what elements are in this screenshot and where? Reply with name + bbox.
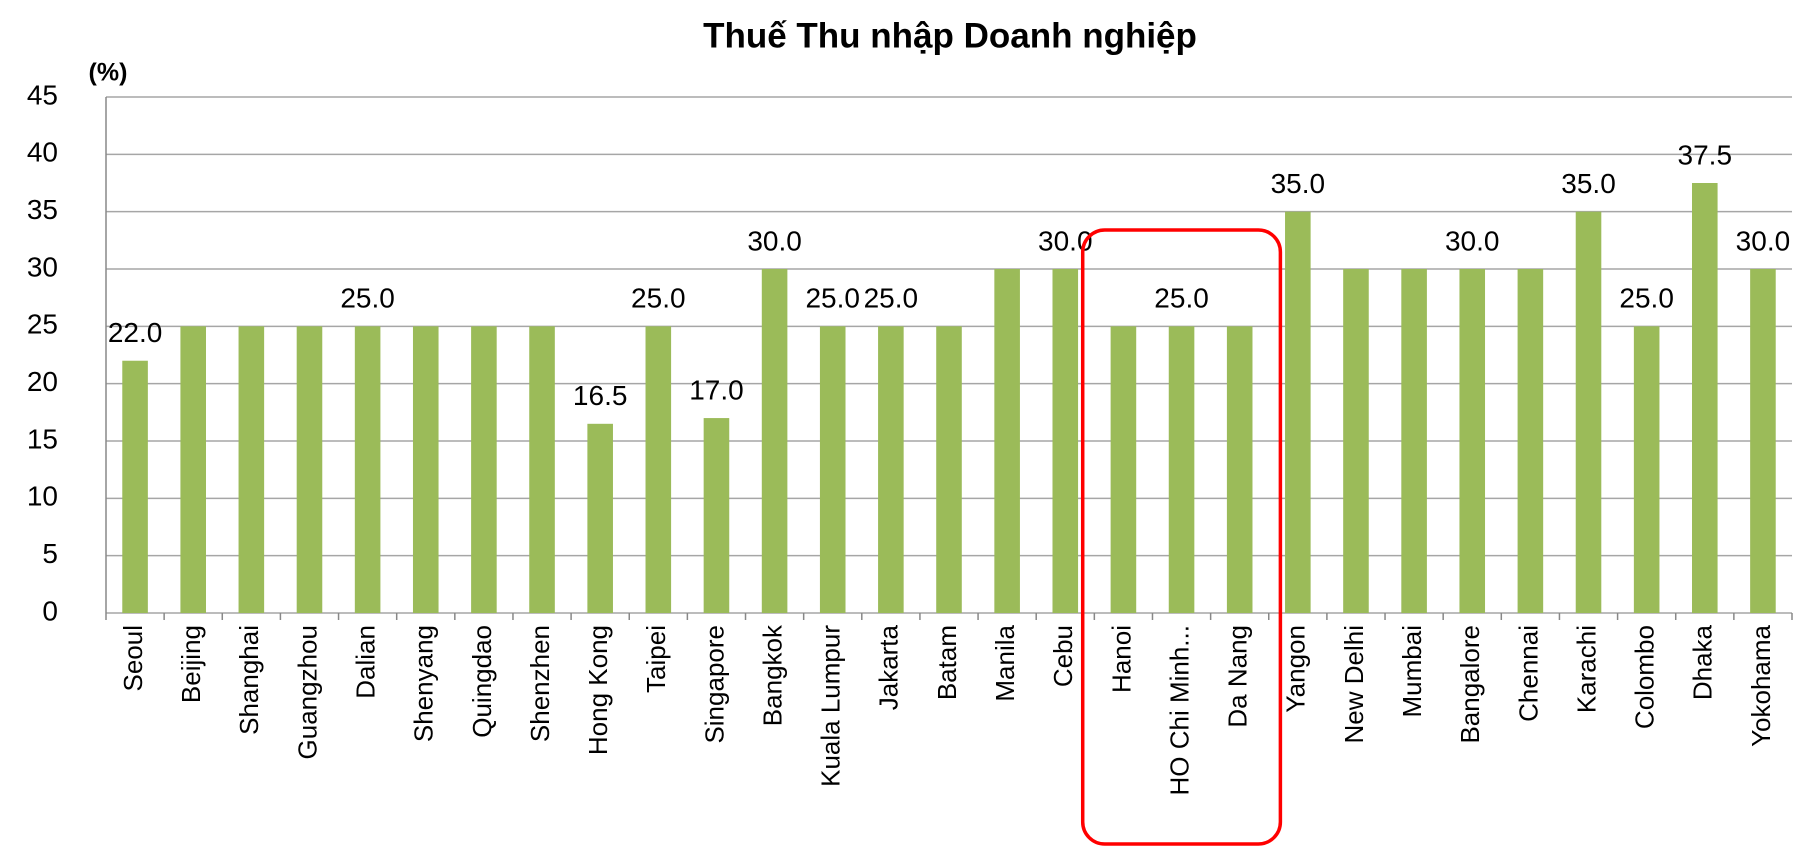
x-tick-label: Karachi <box>1571 625 1601 713</box>
x-tick-label: Shenyang <box>409 625 439 742</box>
bar <box>819 326 846 613</box>
data-label: 35.0 <box>1271 168 1326 199</box>
x-tick-label: Jakarta <box>874 624 904 710</box>
bar <box>703 418 730 613</box>
x-tick-label: Kuala Lumpur <box>816 625 846 787</box>
x-tick-label: Hanoi <box>1106 625 1136 693</box>
bar <box>587 423 613 613</box>
x-tick-label: Yangon <box>1281 625 1311 713</box>
x-tick-label: Yokohama <box>1746 624 1776 746</box>
bar <box>878 326 904 613</box>
x-tick-label: Manila <box>990 624 1020 701</box>
x-tick-label: Taipei <box>641 625 671 693</box>
bar <box>761 269 788 613</box>
bar <box>645 326 672 613</box>
x-tick-label: Quingdao <box>467 625 497 738</box>
highlight-box <box>1080 228 1283 846</box>
bar <box>1285 211 1311 613</box>
data-label: 16.5 <box>573 380 628 411</box>
bar <box>412 326 439 613</box>
x-tick-label: Chennai <box>1513 625 1543 722</box>
x-tick-label: Bangalore <box>1455 625 1485 744</box>
bar <box>529 326 555 613</box>
bar <box>1226 326 1253 613</box>
data-label: 30.0 <box>1736 225 1791 256</box>
x-tick-label: Dalian <box>350 625 380 699</box>
bar <box>1575 211 1602 613</box>
y-tick-label: 0 <box>42 595 58 626</box>
bar <box>354 326 381 613</box>
bar <box>994 269 1020 613</box>
bar <box>1110 326 1137 613</box>
bar <box>1343 269 1369 613</box>
bar <box>471 326 497 613</box>
x-tick-label: Beijing <box>176 625 206 703</box>
y-tick-label: 30 <box>27 251 58 282</box>
y-tick-label: 35 <box>27 194 58 225</box>
bar <box>1459 269 1486 613</box>
x-tick-label: Colombo <box>1630 625 1660 729</box>
x-tick-label: Mumbai <box>1397 625 1427 717</box>
bar <box>1692 183 1718 613</box>
y-tick-label: 40 <box>27 137 58 168</box>
data-label: 37.5 <box>1678 139 1733 170</box>
bar <box>238 326 265 613</box>
bar <box>1052 269 1079 613</box>
data-label: 25.0 <box>631 283 686 314</box>
data-label: 30.0 <box>1445 225 1500 256</box>
x-tick-label: Seoul <box>118 625 148 692</box>
bar <box>1401 269 1427 613</box>
bar <box>296 326 323 613</box>
data-label: 25.0 <box>340 283 395 314</box>
bar <box>180 326 206 613</box>
data-label: 25.0 <box>805 283 860 314</box>
x-tick-label: Bangkok <box>757 624 787 726</box>
x-tick-label: Cebu <box>1048 625 1078 687</box>
y-tick-label: 10 <box>27 481 58 512</box>
y-tick-label: 20 <box>27 366 58 397</box>
x-tick-label: Dhaka <box>1688 624 1718 700</box>
y-axis-label: (%) <box>89 59 128 87</box>
y-tick-label: 25 <box>27 309 58 340</box>
y-tick-label: 15 <box>27 423 58 454</box>
chart-title: Thuế Thu nhập Doanh nghiệp <box>703 16 1197 55</box>
data-label: 35.0 <box>1561 168 1616 199</box>
x-tick-label: Hong Kong <box>583 625 613 755</box>
x-tick-label: Shenzhen <box>525 625 555 742</box>
y-tick-label: 45 <box>27 79 58 110</box>
x-tick-label: New Delhi <box>1339 625 1369 744</box>
x-tick-label: HO Chi Minh... <box>1164 625 1194 796</box>
data-label: 17.0 <box>689 374 744 405</box>
data-label: 25.0 <box>864 283 919 314</box>
x-tick-label: Shanghai <box>234 625 264 735</box>
bar <box>1517 269 1544 613</box>
data-label: 25.0 <box>1619 283 1674 314</box>
data-label: 30.0 <box>747 225 802 256</box>
data-label: 22.0 <box>108 317 163 348</box>
x-tick-label: Batam <box>932 625 962 700</box>
x-tick-label: Guangzhou <box>292 625 322 759</box>
bar <box>936 326 962 613</box>
bar <box>1750 269 1776 613</box>
x-tick-label: Da Nang <box>1223 625 1253 728</box>
bar <box>1633 326 1660 613</box>
y-tick-label: 5 <box>42 538 58 569</box>
x-tick-label: Singapore <box>699 625 729 744</box>
bar <box>122 360 148 613</box>
bar <box>1168 326 1195 613</box>
data-label: 25.0 <box>1154 283 1209 314</box>
